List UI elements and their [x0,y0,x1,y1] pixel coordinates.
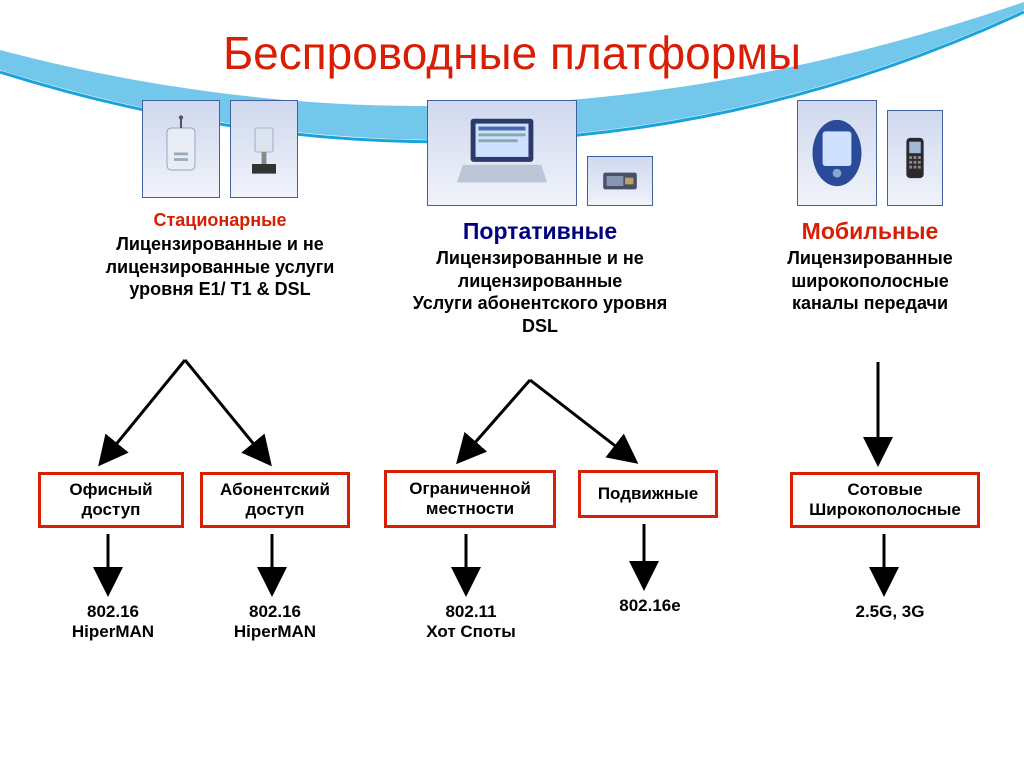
column-stationary: СтационарныеЛицензированные и нелицензир… [90,100,350,301]
standard-label: 802.16HiperMAN [210,602,340,643]
column-portable: ПортативныеЛицензированные и нелицензиро… [390,100,690,337]
pda-icon [797,100,877,206]
standard-label: 802.16e [600,596,700,616]
category-box-b0: Офисныйдоступ [38,472,184,528]
category-box-b1: Абонентскийдоступ [200,472,350,528]
column-subtext: Лицензированныеширокополосныеканалы пере… [740,247,1000,315]
image-row [390,100,690,206]
laptop-icon [427,100,577,206]
column-subtext: Лицензированные и нелицензированные услу… [90,233,350,301]
phone-icon [887,110,943,206]
standard-label: 802.16HiperMAN [48,602,178,643]
column-heading: Стационарные [90,210,350,231]
card-icon [587,156,653,206]
router-icon [142,100,220,198]
category-box-b2: Ограниченнойместности [384,470,556,528]
standard-label: 2.5G, 3G [830,602,950,622]
image-row [90,100,350,198]
antenna-icon [230,100,298,198]
column-subtext: Лицензированные и нелицензированныеУслуг… [390,247,690,337]
category-box-b3: Подвижные [578,470,718,518]
category-box-b4: СотовыеШирокополосные [790,472,980,528]
column-heading: Портативные [390,218,690,245]
slide-title: Беспроводные платформы [0,26,1024,80]
column-mobile: МобильныеЛицензированныеширокополосныека… [740,100,1000,315]
standard-label: 802.11Хот Споты [396,602,546,643]
image-row [740,100,1000,206]
column-heading: Мобильные [740,218,1000,245]
